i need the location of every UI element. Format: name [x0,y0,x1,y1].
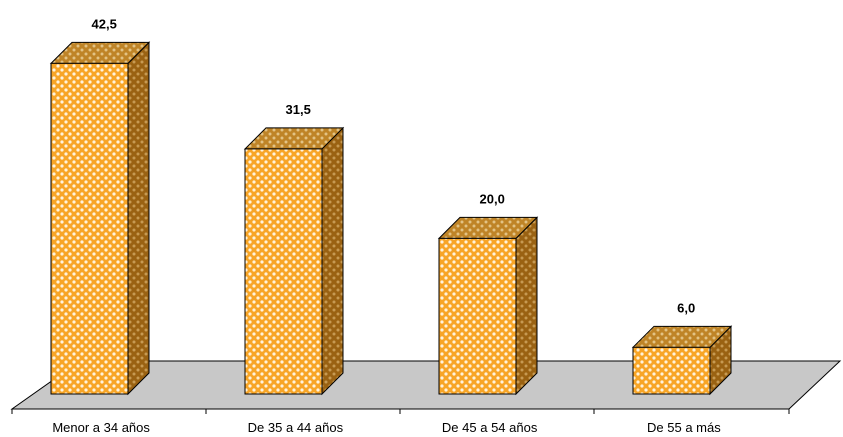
bar-front [438,237,517,395]
bar [437,216,539,396]
bar [631,325,733,396]
category-label: De 55 a más [647,420,721,435]
bar [243,126,345,396]
value-label: 31,5 [286,102,311,117]
category-labels: Menor a 34 años De 35 a 44 años De 45 a 54… [52,420,721,435]
category-label: Menor a 34 años [52,420,150,435]
x-axis-ticks [11,409,790,414]
value-label: 42,5 [92,16,117,31]
bar-side [321,126,344,396]
bar [49,41,151,396]
category-label: De 35 a 44 años [248,420,344,435]
bar-series [49,41,733,396]
category-label: De 45 a 54 años [442,420,538,435]
bar-side [515,216,538,396]
bar-front [244,148,323,395]
value-label: 6,0 [677,300,695,315]
bar-front [632,346,711,395]
value-label: 20,0 [480,191,505,206]
bar-front [50,62,129,395]
bar-side [127,41,150,396]
value-labels: 42,5 31,5 20,0 6,0 [92,16,696,315]
